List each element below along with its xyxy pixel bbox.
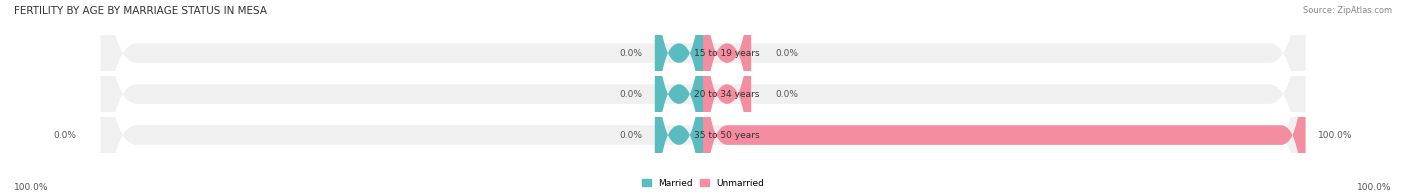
Text: 35 to 50 years: 35 to 50 years [695, 131, 759, 140]
FancyBboxPatch shape [703, 0, 751, 196]
Text: 20 to 34 years: 20 to 34 years [695, 90, 759, 99]
Text: 0.0%: 0.0% [620, 49, 643, 58]
FancyBboxPatch shape [703, 0, 751, 186]
FancyBboxPatch shape [100, 0, 1306, 196]
FancyBboxPatch shape [100, 0, 1306, 196]
Text: 0.0%: 0.0% [620, 131, 643, 140]
Text: 100.0%: 100.0% [1317, 131, 1353, 140]
Text: 0.0%: 0.0% [775, 90, 799, 99]
Text: 100.0%: 100.0% [14, 183, 49, 192]
FancyBboxPatch shape [703, 2, 1306, 196]
Legend: Married, Unmarried: Married, Unmarried [638, 175, 768, 191]
Text: 100.0%: 100.0% [1357, 183, 1392, 192]
Text: 0.0%: 0.0% [53, 131, 76, 140]
FancyBboxPatch shape [655, 2, 703, 196]
Text: 15 to 19 years: 15 to 19 years [695, 49, 759, 58]
Text: FERTILITY BY AGE BY MARRIAGE STATUS IN MESA: FERTILITY BY AGE BY MARRIAGE STATUS IN M… [14, 6, 267, 16]
Text: Source: ZipAtlas.com: Source: ZipAtlas.com [1303, 6, 1392, 15]
Text: 0.0%: 0.0% [775, 49, 799, 58]
FancyBboxPatch shape [100, 0, 1306, 196]
Text: 0.0%: 0.0% [620, 90, 643, 99]
FancyBboxPatch shape [655, 0, 703, 196]
FancyBboxPatch shape [655, 0, 703, 186]
